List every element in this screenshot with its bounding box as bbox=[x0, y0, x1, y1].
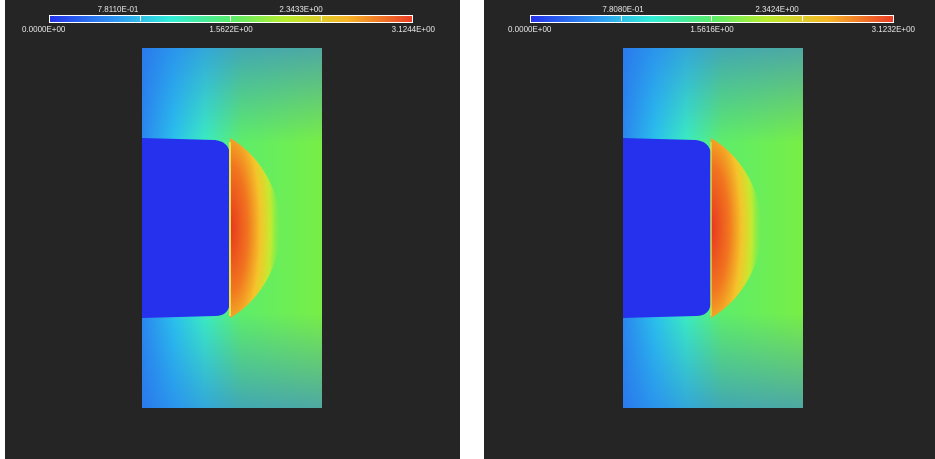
colorbar-tick-mark bbox=[321, 16, 322, 21]
colorbar-max-label: 3.1244E+00 bbox=[391, 25, 435, 34]
colorbar-tick-mark bbox=[711, 16, 712, 21]
colorbar-gradient bbox=[49, 15, 413, 23]
colorbar-tick-mark bbox=[621, 16, 622, 21]
left-viewport[interactable]: 7.8110E-01 2.3433E+00 0.0000E+00 1.5622E… bbox=[5, 0, 460, 459]
colorbar-q1-label: 7.8110E-01 bbox=[97, 5, 139, 14]
colorbar-min-label: 0.0000E+00 bbox=[22, 25, 66, 34]
colorbar-q3-label: 2.3433E+00 bbox=[279, 5, 323, 14]
field-contour-plot bbox=[623, 48, 803, 408]
colorbar-tick-mark bbox=[802, 16, 803, 21]
colorbar-tick-mark bbox=[140, 16, 141, 21]
colorbar-tick-mark bbox=[230, 16, 231, 21]
colorbar-q3-label: 2.3424E+00 bbox=[755, 5, 799, 14]
right-viewport[interactable]: 7.8080E-01 2.3424E+00 0.0000E+00 1.5616E… bbox=[484, 0, 935, 459]
colorbar-q1-label: 7.8080E-01 bbox=[602, 5, 644, 14]
colorbar-min-label: 0.0000E+00 bbox=[508, 25, 552, 34]
colorbar-mid-label: 1.5616E+00 bbox=[690, 25, 734, 34]
colorbar-gradient bbox=[530, 15, 894, 23]
colorbar-mid-label: 1.5622E+00 bbox=[209, 25, 253, 34]
colorbar-max-label: 3.1232E+00 bbox=[871, 25, 915, 34]
field-contour-plot bbox=[142, 48, 322, 408]
